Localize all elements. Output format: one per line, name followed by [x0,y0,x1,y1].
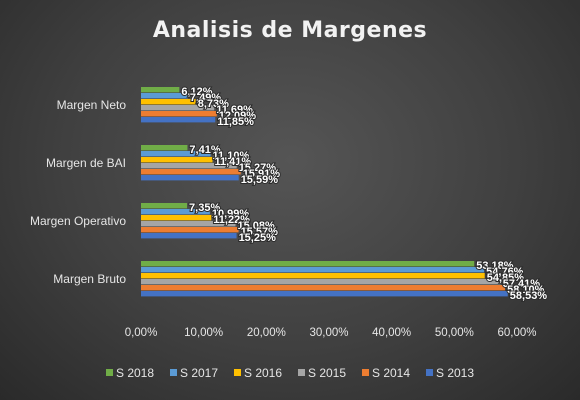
data-label: 58,10% [507,284,545,296]
legend-label: S 2015 [308,366,346,380]
category-label: Margen Bruto [53,272,126,286]
data-label: 11,85% [217,116,254,128]
bar [141,169,241,175]
bar [141,285,506,291]
legend-swatch [298,369,305,376]
bar [141,175,239,181]
data-label: 15,59% [241,174,279,186]
legend-swatch [234,369,241,376]
data-label: 6,12% [181,86,212,98]
bar [141,209,210,215]
bar [141,111,217,117]
bar [141,227,239,233]
data-label: 57,41% [503,278,541,290]
bar [141,221,236,227]
data-label: 53,18% [476,260,514,272]
legend-label: S 2018 [116,366,154,380]
bar [141,267,485,273]
legend-swatch [426,369,433,376]
legend-label: S 2014 [372,366,410,380]
data-label: 11,22% [213,214,250,226]
data-label: 15,25% [239,232,277,244]
data-label: 7,35% [189,202,220,214]
bar [141,261,475,267]
legend-swatch [106,369,113,376]
bar [141,145,188,151]
bar [141,105,215,111]
data-label: 12,09% [219,110,257,122]
bar [141,163,237,169]
data-label: 11,41% [215,156,252,168]
x-tick-label: 40,00% [372,327,411,339]
category-label: Margen Neto [57,98,127,112]
bar [141,279,501,285]
bar [141,87,180,93]
chart-title: Analisis de Margenes [152,18,428,43]
bar [141,151,211,157]
category-label: Margen Operativo [30,214,126,228]
legend-label: S 2017 [180,366,218,380]
data-label: 7,41% [189,144,220,156]
data-label: 7,49% [190,92,221,104]
x-tick-label: 60,00% [497,327,536,339]
data-label: 15,91% [243,168,281,180]
legend-swatch [170,369,177,376]
x-tick-label: 30,00% [309,327,348,339]
data-label: 10,99% [212,208,250,220]
data-label: 11,69% [216,104,253,116]
bar [141,233,237,239]
legend-swatch [362,369,369,376]
x-tick-label: 50,00% [435,327,474,339]
bar [141,157,213,163]
legend-label: S 2013 [436,366,474,380]
data-label: 11,10% [213,150,250,162]
data-label: 8,73% [198,98,229,110]
data-label: 54,85% [487,272,525,284]
data-label: 15,57% [241,226,279,238]
x-tick-label: 10,00% [184,327,223,339]
bar [141,99,196,105]
x-tick-label: 0,00% [125,327,158,339]
data-label: 15,27% [239,162,277,174]
data-label: 58,53% [510,290,548,302]
category-label: Margen de BAI [46,156,126,170]
bar [141,117,216,123]
bar [141,291,508,297]
bar [141,273,485,279]
bar [141,203,188,209]
bar [141,215,212,221]
data-label: 15,08% [238,220,276,232]
data-label: 54,76% [486,266,524,278]
x-tick-label: 20,00% [247,327,286,339]
legend-label: S 2016 [244,366,282,380]
bar [141,93,188,99]
